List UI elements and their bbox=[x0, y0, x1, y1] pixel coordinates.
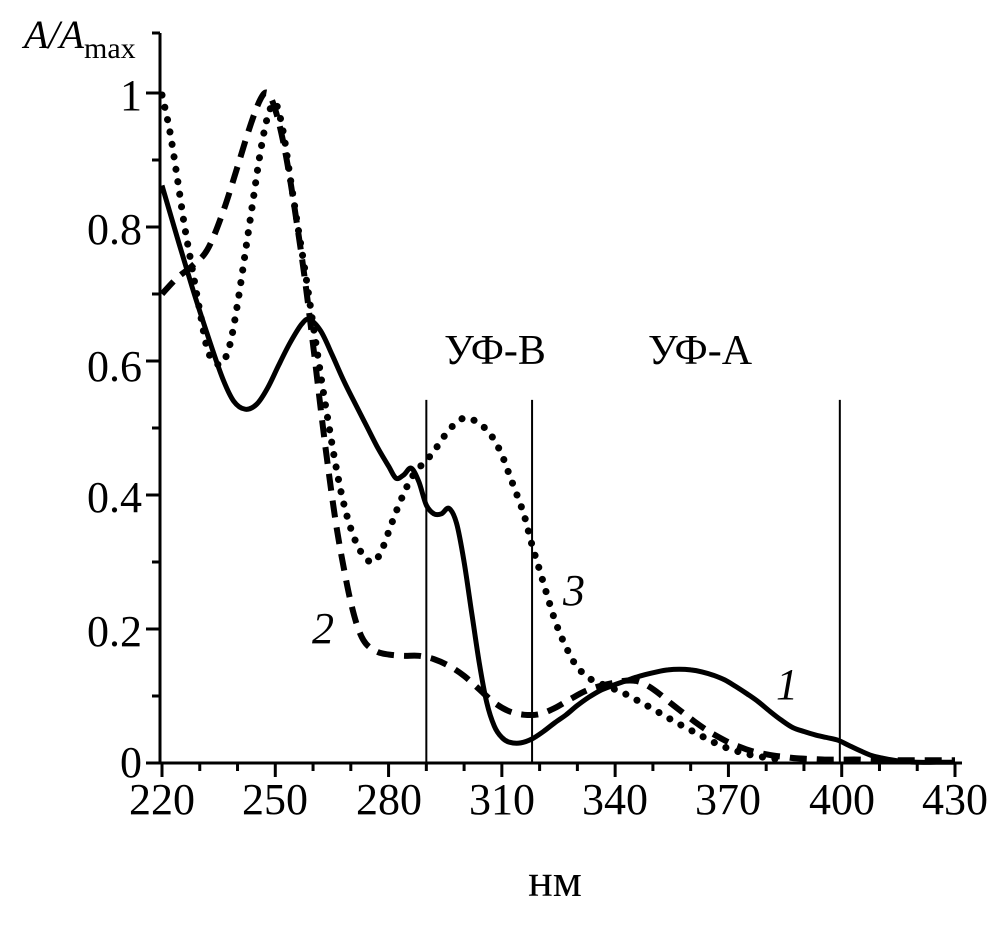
x-tick-label-370: 370 bbox=[695, 775, 761, 824]
x-tick-label-340: 340 bbox=[582, 775, 648, 824]
uv-region-boundary-lines bbox=[425, 399, 841, 763]
curve-2-dashed bbox=[159, 89, 955, 764]
y-axis-ticks bbox=[146, 91, 160, 765]
curve-2-label: 2 bbox=[312, 604, 334, 653]
y-tick-label-0-4: 0.4 bbox=[87, 473, 142, 522]
x-tick-label-250: 250 bbox=[242, 775, 308, 824]
y-tick-label-1: 1 bbox=[120, 71, 142, 120]
axes bbox=[146, 31, 962, 777]
x-tick-label-220: 220 bbox=[129, 775, 195, 824]
axis-lines bbox=[147, 31, 962, 765]
uvb-region-label: УФ-В bbox=[444, 328, 546, 374]
x-axis-ticks bbox=[160, 763, 957, 777]
y-tick-label-0: 0 bbox=[120, 738, 142, 787]
uva-region-label: УФ-А bbox=[648, 328, 753, 374]
x-tick-label-280: 280 bbox=[356, 775, 422, 824]
y-tick-label-0-2: 0.2 bbox=[87, 607, 142, 656]
x-tick-label-400: 400 bbox=[809, 775, 875, 824]
y-tick-labels: 0 0.2 0.4 0.6 0.8 1 bbox=[87, 71, 142, 787]
curve-3-label: 3 bbox=[562, 566, 585, 615]
x-tick-label-430: 430 bbox=[922, 775, 988, 824]
y-tick-label-0-8: 0.8 bbox=[87, 205, 142, 254]
y-axis-title: A/Amax bbox=[21, 12, 136, 65]
curve-number-labels: 1 2 3 bbox=[312, 566, 798, 709]
x-tick-labels: 220 250 280 310 340 370 400 430 bbox=[129, 775, 988, 824]
uv-region-labels: УФ-В УФ-А bbox=[444, 328, 753, 374]
curves bbox=[158, 89, 955, 765]
curve-1-label: 1 bbox=[776, 660, 798, 709]
curve-1-solid bbox=[159, 184, 955, 765]
y-tick-label-0-6: 0.6 bbox=[87, 342, 142, 391]
x-axis-title: нм bbox=[528, 855, 582, 906]
x-tick-label-310: 310 bbox=[469, 775, 535, 824]
curve-3-dotted bbox=[158, 91, 785, 764]
